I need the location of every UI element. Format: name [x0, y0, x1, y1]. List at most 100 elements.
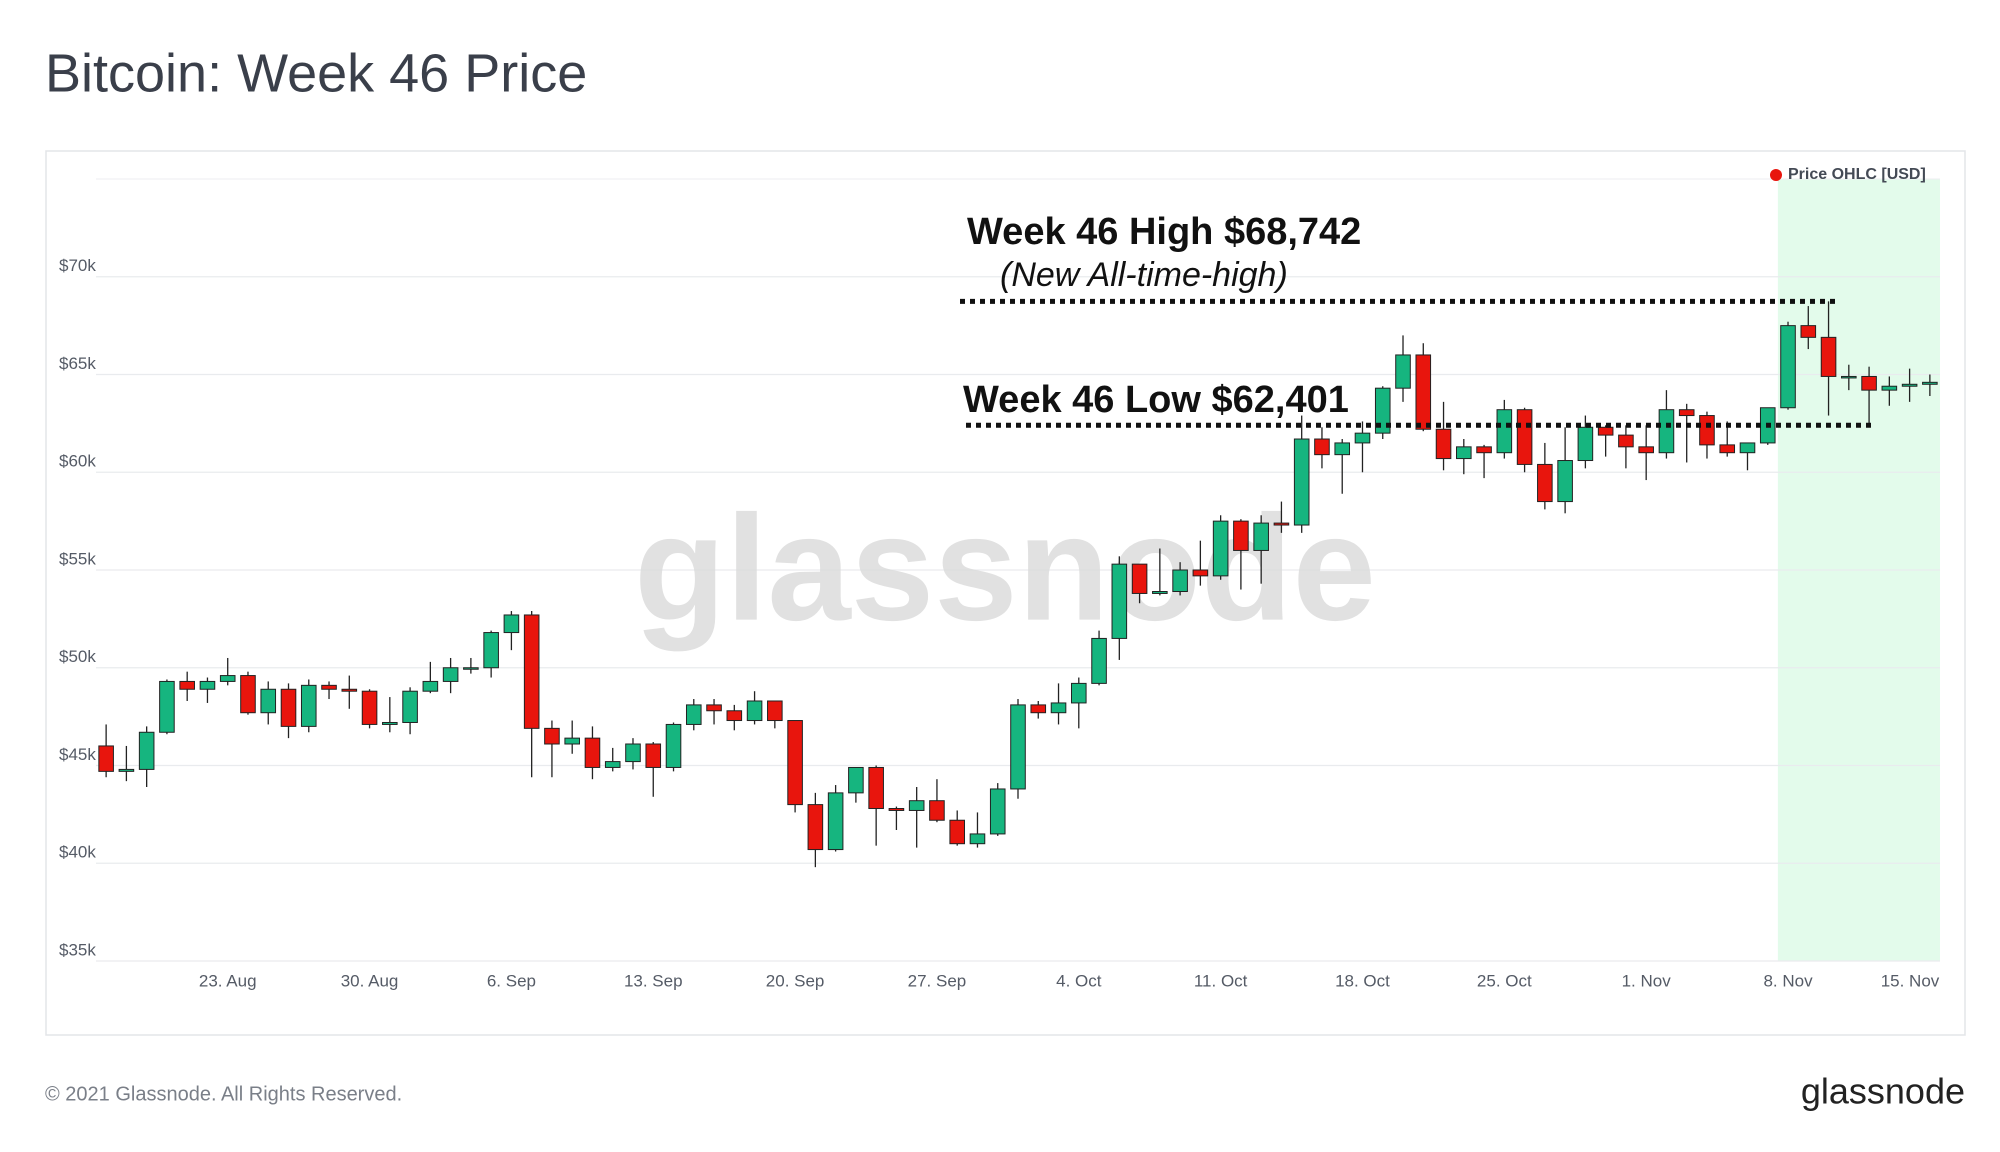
- y-tick-label: $35k: [59, 940, 96, 959]
- candle-body: [1557, 460, 1573, 503]
- candle-body: [827, 792, 844, 851]
- candle-body: [1152, 591, 1168, 594]
- candle-body: [523, 614, 540, 729]
- candle-body: [1010, 704, 1026, 790]
- candle-body: [1739, 442, 1756, 454]
- candle-body: [98, 745, 114, 772]
- y-tick-label: $55k: [59, 549, 96, 568]
- x-tick-label: 23. Aug: [199, 971, 257, 990]
- candle-body: [1395, 354, 1411, 389]
- candle-body: [1192, 569, 1209, 577]
- candle-body: [706, 704, 722, 712]
- candle-body: [1253, 522, 1269, 551]
- candle-body: [868, 766, 884, 810]
- y-tick-label: $70k: [59, 256, 96, 275]
- candle-body: [159, 680, 175, 733]
- x-tick-label: 18. Oct: [1335, 971, 1390, 990]
- candle-body: [726, 710, 743, 722]
- candle-body: [1516, 409, 1533, 465]
- copyright: © 2021 Glassnode. All Rights Reserved.: [45, 1083, 402, 1105]
- candle-body: [787, 720, 803, 806]
- candle-body: [1293, 438, 1310, 526]
- candle-body: [280, 688, 297, 727]
- x-tick-label: 6. Sep: [487, 971, 536, 990]
- candle-body: [767, 700, 783, 722]
- candle-body: [1861, 375, 1877, 391]
- candle-body: [969, 833, 986, 845]
- x-tick-label: 11. Oct: [1194, 971, 1248, 990]
- y-tick-label: $65k: [59, 354, 96, 373]
- legend-label: Price OHLC [USD]: [1788, 166, 1926, 183]
- candle-body: [300, 684, 317, 727]
- x-tick-label: 27. Sep: [908, 971, 967, 990]
- candle-body: [1050, 702, 1067, 714]
- candle-body: [442, 667, 459, 682]
- candle-body: [807, 804, 824, 851]
- candle-body: [118, 768, 135, 772]
- candle-body: [1131, 563, 1148, 594]
- candle-body: [1597, 426, 1614, 436]
- chart-frame: [45, 150, 1966, 1036]
- candle-body: [1233, 520, 1249, 551]
- candle-body: [260, 688, 277, 714]
- candle-body: [1111, 563, 1128, 639]
- candle-body: [625, 743, 641, 763]
- candle-body: [1374, 387, 1391, 434]
- candle-body: [888, 808, 905, 811]
- x-tick-label: 4. Oct: [1056, 971, 1102, 990]
- candle-body: [138, 731, 155, 770]
- candle-body: [908, 800, 925, 811]
- candle-body: [1577, 426, 1594, 462]
- chart-title: Bitcoin: Week 46 Price: [45, 43, 587, 103]
- candle-body: [1172, 569, 1188, 593]
- candle-body: [1618, 434, 1634, 448]
- annotation-text: Week 46 Low $62,401: [963, 379, 1349, 421]
- candle-body: [665, 723, 682, 768]
- annotation-subtext: (New All-time-high): [1000, 256, 1288, 294]
- candle-body: [382, 721, 398, 725]
- candle-body: [989, 788, 1006, 835]
- x-tick-label: 30. Aug: [341, 971, 399, 990]
- plot: $35k $40k $45k $50k $55k $60k $65k $70k glassnod…: [59, 166, 1940, 990]
- candle-body: [1537, 463, 1553, 503]
- candle-body: [1496, 409, 1513, 454]
- candle-body: [1334, 442, 1351, 456]
- candle-body: [1719, 444, 1736, 454]
- candle-body: [1678, 409, 1695, 417]
- candle-body: [463, 667, 479, 670]
- candle-body: [341, 688, 358, 692]
- candle-body: [1314, 438, 1330, 456]
- candle-body: [1091, 637, 1107, 684]
- candle-body: [199, 680, 216, 690]
- y-tick-label: $50k: [59, 647, 96, 666]
- logo: glassnode: [1801, 1071, 1965, 1112]
- candle-body: [240, 675, 256, 714]
- x-tick-label: 8. Nov: [1763, 971, 1813, 990]
- watermark: glassnode: [634, 484, 1376, 652]
- candle-body: [848, 766, 864, 794]
- candle-body: [1780, 325, 1796, 409]
- candle-body: [544, 727, 560, 745]
- x-tick-label: 13. Sep: [624, 971, 683, 990]
- candle-body: [422, 680, 439, 692]
- candle-body: [1881, 385, 1898, 391]
- x-tick-label: 15. Nov: [1881, 971, 1940, 990]
- candle-body: [219, 675, 236, 682]
- candle-body: [685, 704, 702, 725]
- candle-body: [1030, 704, 1047, 714]
- legend-marker: [1770, 169, 1782, 181]
- candle-body: [503, 614, 520, 634]
- candle-body: [604, 761, 621, 768]
- candle-body: [949, 819, 966, 845]
- x-tick-label: 25. Oct: [1477, 971, 1532, 990]
- candle-body: [1435, 428, 1452, 460]
- x-tick-label: 1. Nov: [1622, 971, 1672, 990]
- annotation-text: Week 46 High $68,742: [967, 211, 1361, 253]
- candle-body: [1820, 336, 1837, 377]
- candle-body: [1476, 446, 1492, 454]
- candle-body: [929, 800, 945, 821]
- candle-body: [483, 632, 499, 669]
- candle-body: [645, 743, 662, 768]
- candle-body: [1901, 383, 1918, 387]
